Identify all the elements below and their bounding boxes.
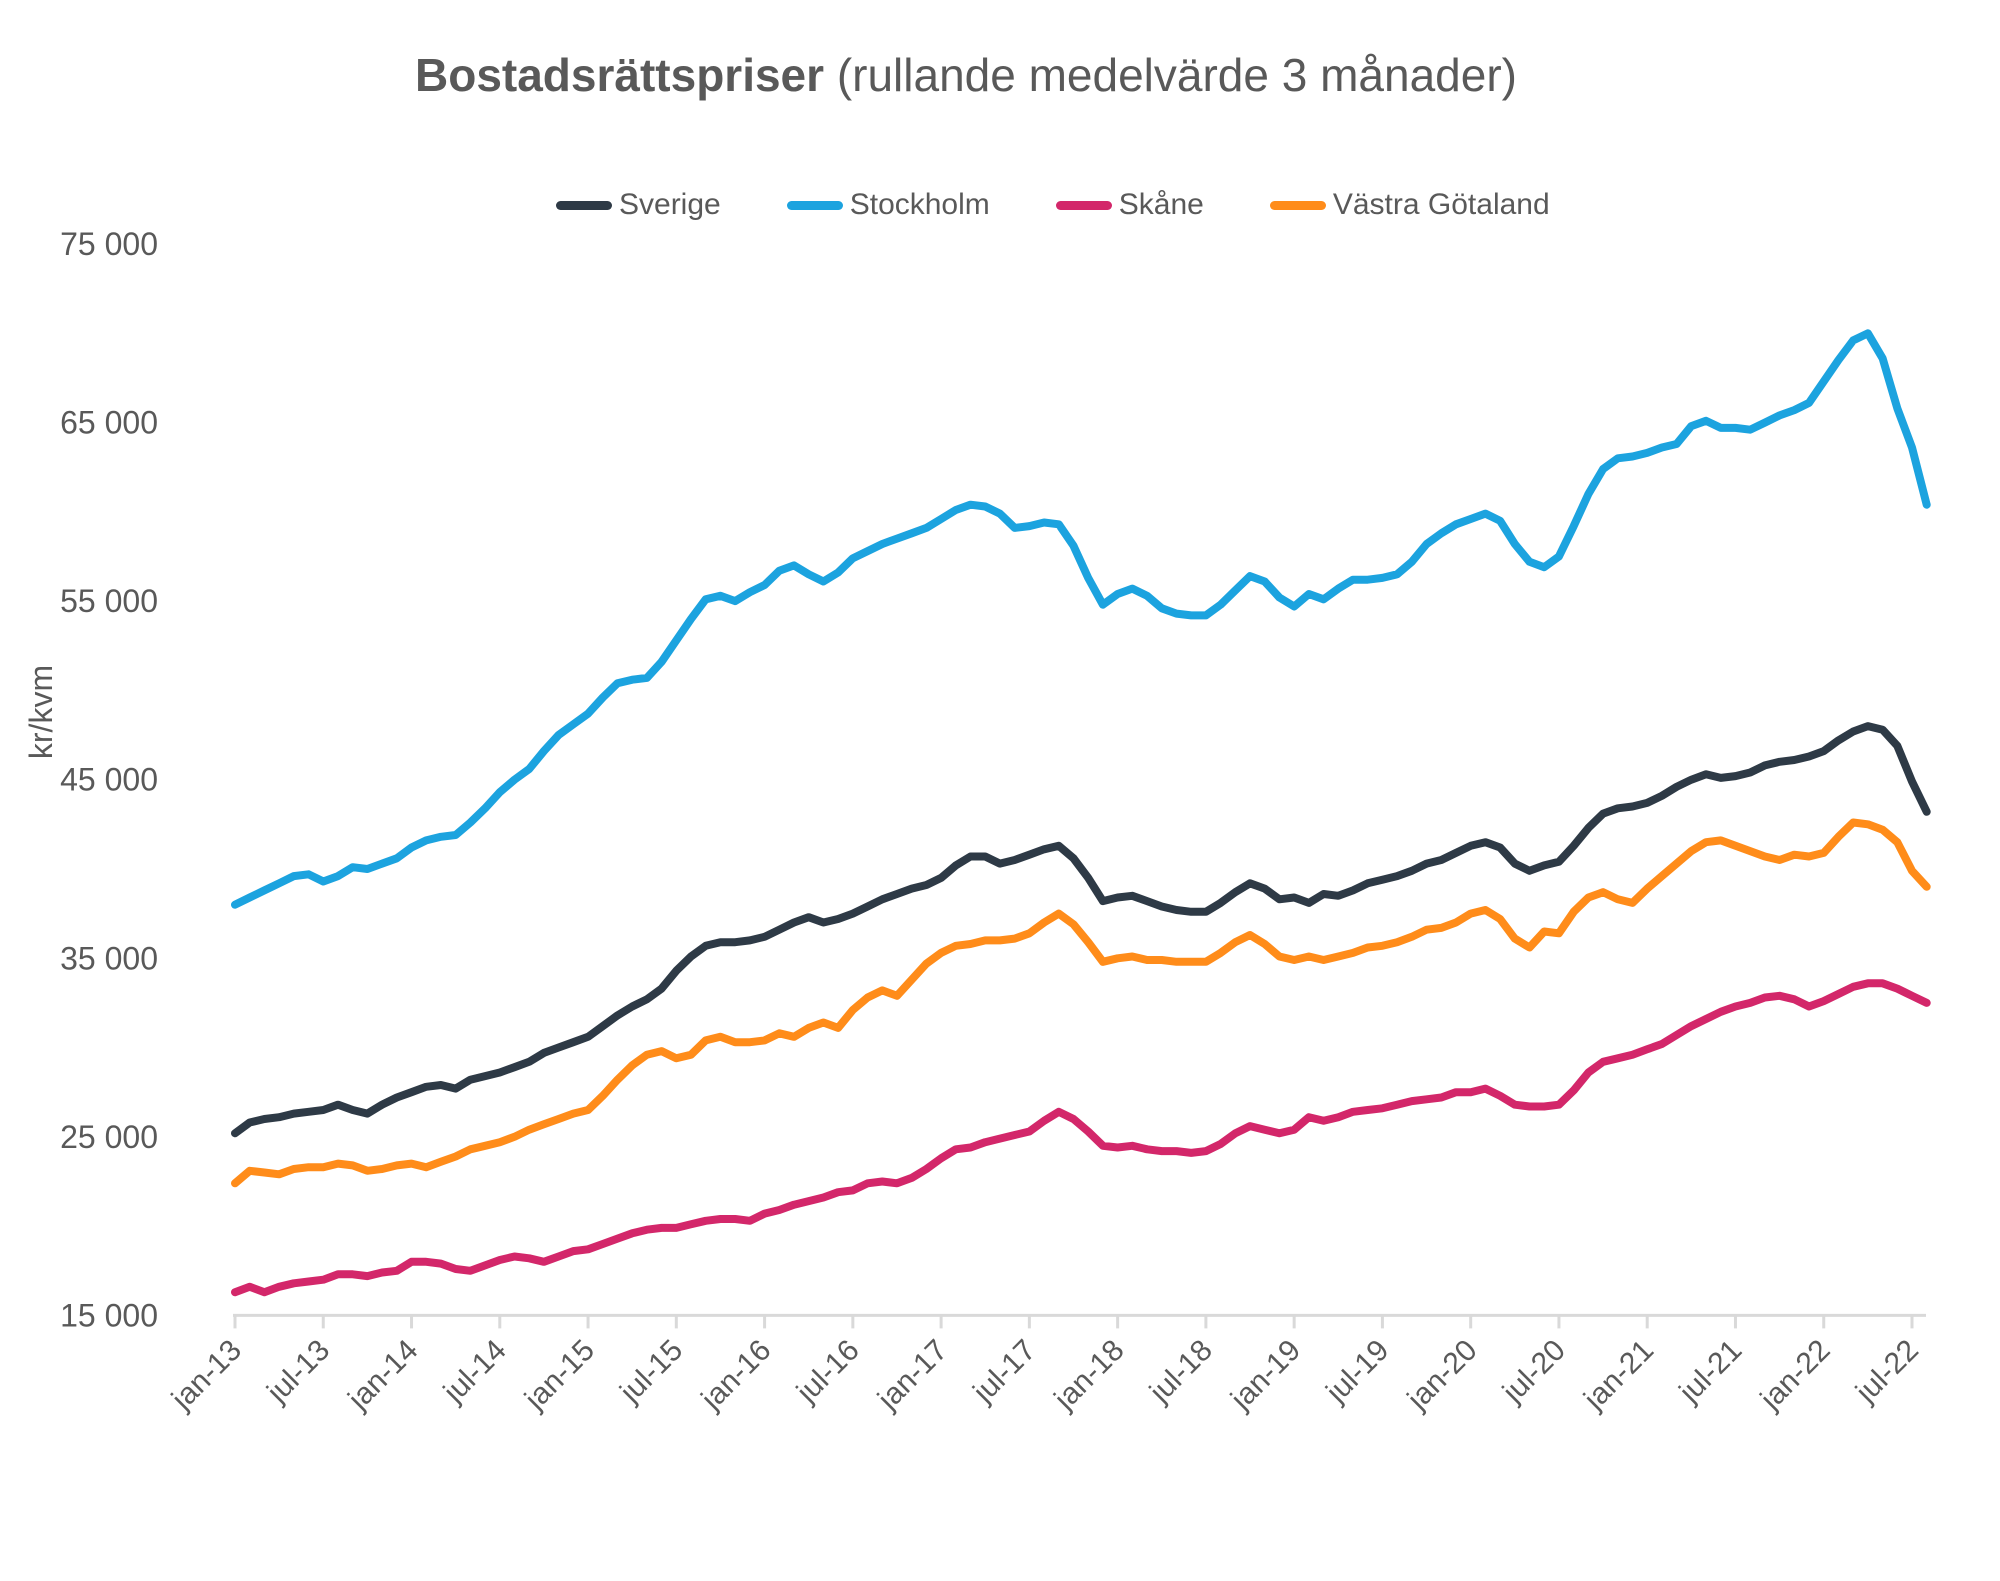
x-tick-label: jan-19 (1224, 1334, 1307, 1417)
x-tick-label: jan-18 (1048, 1334, 1131, 1417)
x-tick-label: jan-22 (1754, 1334, 1837, 1417)
legend-swatch (1055, 200, 1112, 210)
legend: Sverige Stockholm Skåne Västra Götaland (556, 188, 1550, 222)
legend-item-stockholm: Stockholm (786, 188, 990, 222)
legend-label: Sverige (619, 188, 721, 221)
legend-swatch (556, 200, 612, 210)
y-tick-label: 35 000 (60, 940, 158, 976)
x-tick-label: jul-18 (1143, 1334, 1219, 1410)
legend-swatch (1269, 200, 1326, 210)
chart-title-subtitle: (rullande medelvärde 3 månader) (824, 49, 1517, 101)
x-tick-label: jan-17 (871, 1334, 954, 1417)
y-tick-label: 75 000 (60, 226, 158, 262)
series-line-v-stra-g-taland (231, 818, 1931, 1188)
legend-item-sverige: Sverige (556, 188, 721, 222)
y-tick-label: 65 000 (60, 405, 158, 441)
legend-item-sk-ne: Skåne (1055, 188, 1204, 222)
series-line-stockholm (231, 329, 1931, 909)
y-tick-label: 45 000 (60, 762, 158, 798)
x-tick-label: jan-15 (518, 1334, 601, 1417)
x-tick-label: jan-21 (1577, 1334, 1660, 1417)
y-axis-unit-label: kr/kvm (23, 665, 59, 759)
x-tick-label: jul-17 (966, 1334, 1042, 1410)
x-tick-label: jan-16 (695, 1334, 778, 1417)
y-tick-label: 25 000 (60, 1119, 158, 1155)
x-tick-label: jul-21 (1672, 1334, 1748, 1410)
legend-label: Skåne (1118, 188, 1204, 221)
legend-label: Västra Götaland (1332, 188, 1550, 221)
x-tick-label: jul-16 (790, 1334, 866, 1410)
x-tick-label: jan-13 (165, 1334, 248, 1417)
x-tick-label: jul-15 (613, 1334, 689, 1410)
x-tick-label: jul-22 (1849, 1334, 1925, 1410)
x-tick-label: jul-14 (437, 1334, 513, 1410)
chart-title-bold: Bostadsrättspriser (415, 49, 825, 101)
x-tick-label: jul-20 (1496, 1334, 1572, 1410)
legend-label: Stockholm (849, 188, 990, 221)
series-line-sverige (231, 722, 1931, 1138)
x-tick-label: jul-19 (1319, 1334, 1395, 1410)
legend-item-v-stra-g-taland: Västra Götaland (1269, 188, 1550, 222)
x-tick-label: jan-20 (1401, 1334, 1484, 1417)
series-line-sk-ne (231, 979, 1931, 1297)
x-tick-label: jan-14 (341, 1334, 424, 1417)
y-tick-label: 15 000 (60, 1297, 158, 1333)
chart-title: Bostadsrättspriser (rullande medelvärde … (415, 48, 1517, 102)
legend-swatch (786, 200, 843, 210)
x-tick-label: jul-13 (260, 1334, 336, 1410)
y-tick-label: 55 000 (60, 583, 158, 619)
